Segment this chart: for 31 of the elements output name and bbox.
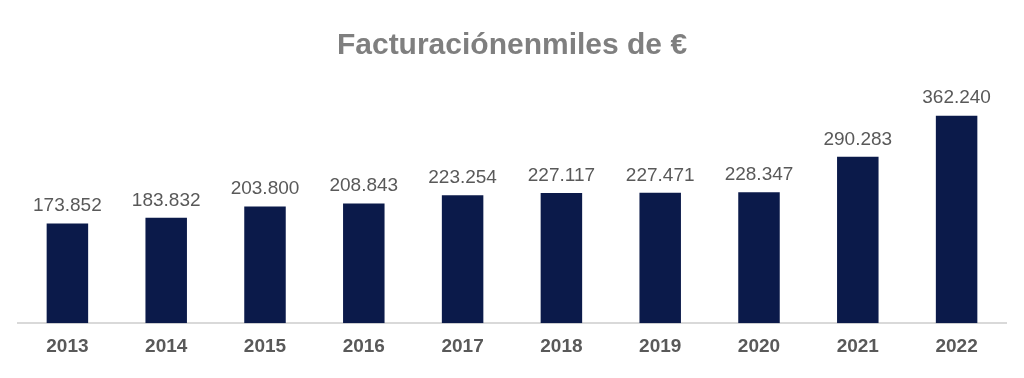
x-tick-label: 2017 (441, 334, 484, 356)
data-label: 290.283 (823, 127, 893, 149)
data-label: 183.832 (131, 188, 201, 210)
x-tick-label: 2014 (145, 334, 188, 356)
bar (738, 192, 780, 324)
x-tick-label: 2019 (639, 334, 682, 356)
bar (46, 223, 89, 324)
x-tick-label: 2021 (836, 334, 880, 356)
bar (343, 203, 385, 324)
data-label: 362.240 (922, 86, 991, 108)
data-label: 227.117 (527, 163, 596, 185)
bar (244, 206, 286, 324)
chart-title: Facturaciónenmiles de € (336, 27, 688, 61)
data-label: 223.254 (428, 166, 498, 188)
bar (540, 193, 583, 324)
bar (145, 217, 187, 324)
data-label: 208.843 (329, 174, 399, 196)
data-label: 203.800 (230, 177, 300, 199)
x-tick-label: 2016 (342, 334, 385, 356)
x-tick-label: 2013 (46, 334, 89, 356)
bar (441, 195, 484, 324)
bar (639, 192, 681, 324)
x-tick-label: 2015 (243, 334, 287, 356)
x-tick-label: 2022 (935, 334, 978, 356)
x-tick-label: 2020 (737, 334, 781, 356)
data-label: 228.347 (724, 163, 794, 185)
x-tick-label: 2018 (540, 334, 583, 356)
bar (837, 156, 879, 324)
data-label: 227.471 (625, 163, 695, 185)
data-label: 173.852 (33, 194, 102, 216)
bar (935, 115, 978, 324)
